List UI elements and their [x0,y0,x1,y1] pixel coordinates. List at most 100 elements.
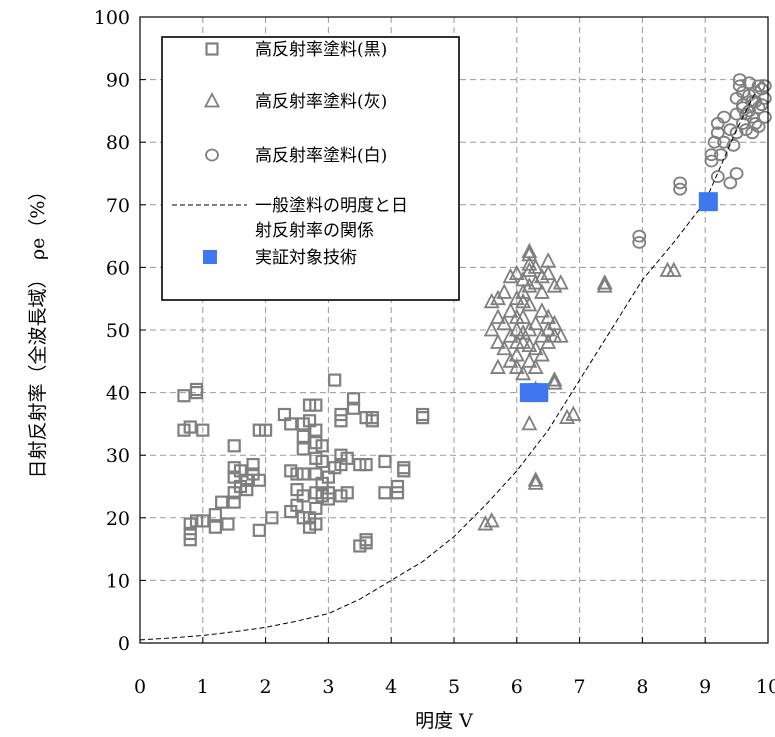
triangle-point [546,374,563,390]
square-point [189,382,204,397]
legend-label-line: 実証対象技術 [255,248,357,268]
series-dashed-line [139,91,756,641]
circle-point [751,101,766,115]
x-tick-label: 10 [756,676,775,698]
square-point [196,423,210,437]
y-tick-label: 10 [106,570,130,592]
y-tick-label: 80 [106,132,130,154]
y-tick-label: 90 [106,70,130,92]
square-point [340,486,354,500]
filled-square-point [529,383,549,403]
y-tick-label: 20 [106,508,130,530]
triangle-point [496,314,513,331]
x-axis-title: 明度 V [415,710,473,732]
circle-point [742,76,757,90]
legend-marker-square [205,42,219,56]
triangle-point [521,277,538,293]
square-point [321,492,335,506]
square-point [284,417,298,431]
triangle-point [527,314,544,331]
triangle-point [502,267,519,284]
circle-point [732,79,747,93]
circle-point [704,148,719,162]
triangle-point [533,267,550,284]
triangle-point [527,474,544,490]
circle-point [748,95,763,108]
circle-point [732,73,747,86]
square-point [416,407,430,422]
legend: 高反射率塗料(黒) 高反射率塗料(灰) 高反射率塗料(白) 一般塗料の明度と日射反射率… [161,36,460,301]
triangle-point [552,274,569,290]
legend-label-line: 高反射率塗料(白) [255,145,387,166]
square-point [215,495,229,509]
triangle-point [527,471,544,487]
triangle-point [521,255,538,271]
triangle-point [496,283,513,299]
square-point [296,429,310,444]
legend-label-line: 射反射率の関係 [255,221,374,241]
legend-label: 一般塗料の明度と日射反射率の関係 [255,195,408,241]
triangle-point [521,242,538,259]
square-point [246,457,260,472]
series-triangle [477,242,682,531]
square-point [328,373,342,387]
circle-point [673,182,687,196]
circle-point [729,167,744,180]
square-point [315,454,329,469]
circle-point [739,107,753,121]
legend-label-line: 一般塗料の明度と日 [255,195,408,216]
legend-label: 実証対象技術 [255,248,357,268]
triangle-point [527,358,544,374]
series-square [177,373,430,553]
square-point [340,451,354,465]
square-point [416,411,430,425]
square-point [221,517,235,531]
square-point [296,489,310,503]
square-point [208,508,222,522]
x-tick-label: 5 [448,676,460,698]
triangle-point [483,321,500,337]
triangle-point [533,283,550,299]
square-point [378,486,392,500]
square-point [259,423,273,437]
circle-point [729,126,744,140]
circle-point [745,126,760,140]
legend-label: 高反射率塗料(白) [255,145,387,166]
triangle-point [502,352,519,368]
x-tick-label: 6 [511,676,523,698]
x-tick-label: 8 [636,676,648,698]
square-point [309,517,323,531]
triangle-point [552,327,569,343]
square-point [227,495,241,509]
y-tick-label: 30 [106,445,130,467]
triangle-point [596,277,613,293]
triangle-point [515,292,532,309]
triangle-point [527,339,544,356]
square-point [309,501,323,516]
square-point [183,420,197,434]
square-point [315,439,329,453]
triangle-point [565,405,582,421]
x-tick-label: 1 [197,676,209,698]
circle-point [723,176,738,190]
plot-data [139,73,772,641]
legend-triangle [204,92,220,108]
square-point [390,479,405,494]
triangle-point [508,264,525,281]
triangle-point [483,511,500,528]
square-point [309,398,323,412]
triangle-point [515,364,532,381]
circle-point [632,235,647,249]
square-point [296,442,310,456]
square-point [397,464,411,478]
series-circle [632,73,772,249]
x-tick-label: 2 [260,676,272,698]
triangle-point [546,371,563,387]
square-point [378,454,392,469]
x-tick-label: 4 [385,676,397,698]
triangle-point [483,292,500,309]
legend-circle [205,148,219,162]
triangle-point [508,333,525,349]
